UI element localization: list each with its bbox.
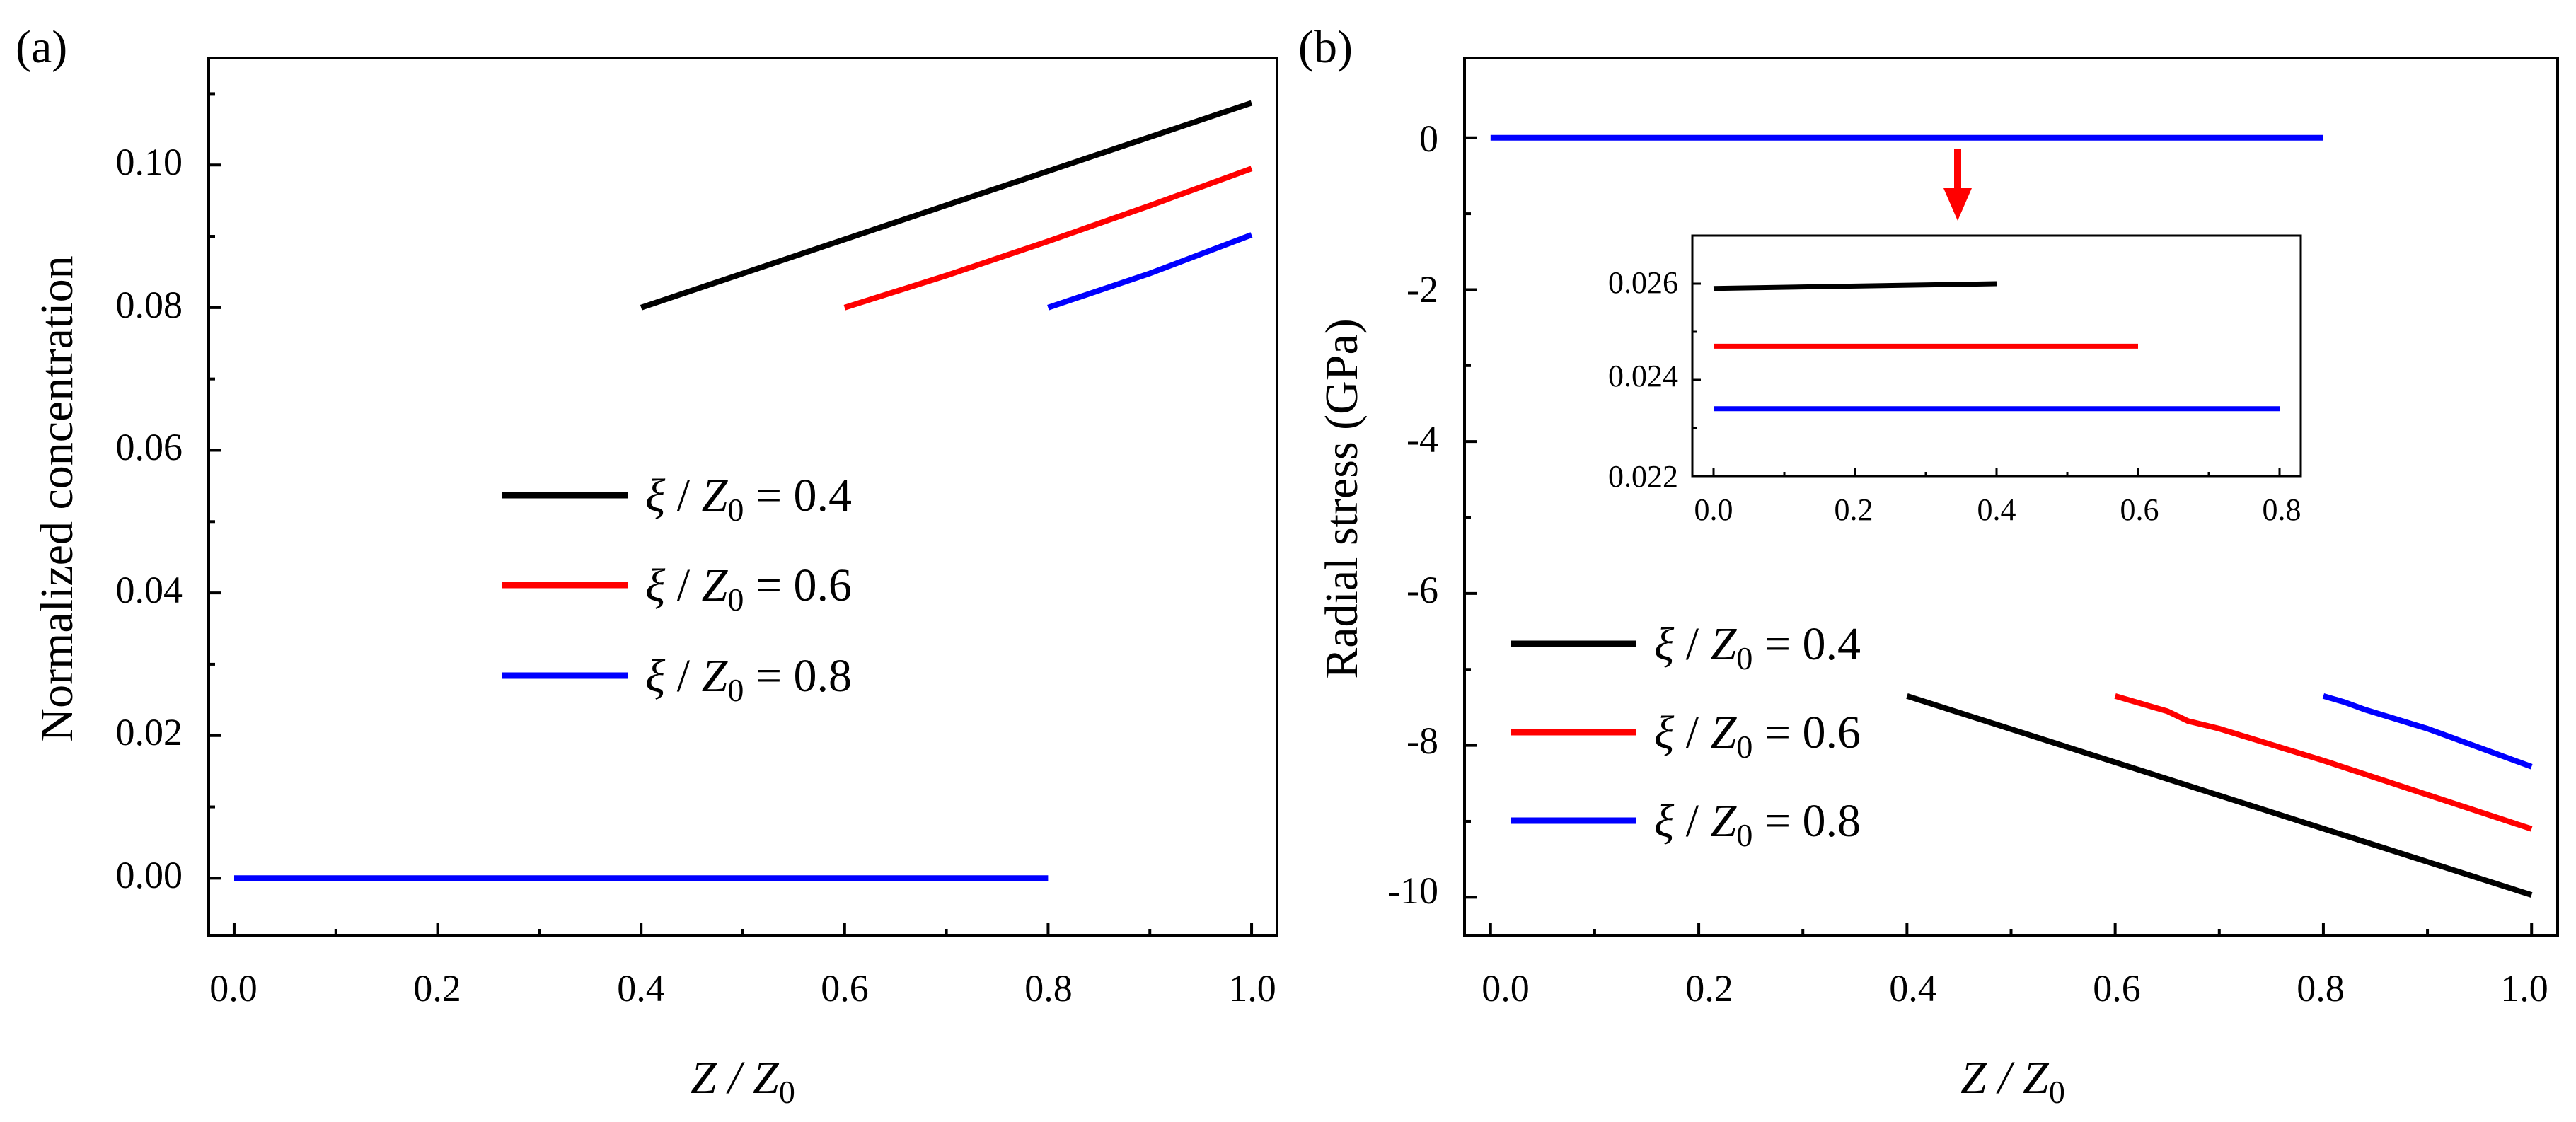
panel-a-series xyxy=(234,100,1253,881)
panel-b-series xyxy=(1490,134,2533,898)
panel-a-label: (a) xyxy=(16,21,67,73)
panel-a-y-tick-labels: 0.00 0.02 0.04 0.06 0.08 0.10 xyxy=(116,141,183,896)
panel-b-arrow xyxy=(1943,149,1972,221)
a-xtick-2: 0.4 xyxy=(617,967,665,1010)
inset-ticks xyxy=(1692,282,2281,478)
a-legend-label-2: ξ / Z0 = 0.8 xyxy=(645,650,852,708)
a-xtick-5: 1.0 xyxy=(1228,967,1276,1010)
panel-b-line-xi-0.6 xyxy=(2114,693,2533,832)
b-xtick-2: 0.4 xyxy=(1889,967,1937,1010)
a-xtick-3: 0.6 xyxy=(821,967,869,1010)
b-legend-label-1: ξ / Z0 = 0.6 xyxy=(1654,707,1861,765)
inset-xtick-4: 0.8 xyxy=(2263,492,2301,527)
red-arrow-head xyxy=(1943,188,1972,221)
panel-b-line-xi-0.4 xyxy=(1906,693,2533,898)
panel-b-y-tick-labels: 0 -2 -4 -6 -8 -10 xyxy=(1387,117,1438,912)
inset-ytick-0: 0.026 xyxy=(1608,265,1678,300)
b-ytick-2: -4 xyxy=(1407,418,1438,461)
b-ytick-4: -8 xyxy=(1407,719,1438,762)
inset-y-tick-labels: 0.026 0.024 0.022 xyxy=(1608,265,1678,494)
a-ytick-0: 0.00 xyxy=(116,854,183,896)
panel-a-line-xi-0.4 xyxy=(640,100,1253,311)
panel-a: (a) 0.0 0.2 0.4 0.6 0.8 1.0 0.00 0.02 0.… xyxy=(16,21,1278,1110)
panel-b-line-xi-0.8 xyxy=(2322,693,2533,770)
a-ytick-4: 0.08 xyxy=(116,284,183,326)
inset-x-tick-labels: 0.0 0.2 0.4 0.6 0.8 xyxy=(1694,492,2301,527)
b-xtick-3: 0.6 xyxy=(2093,967,2141,1010)
panel-b-label: (b) xyxy=(1298,21,1353,73)
panel-a-line-xi-0.6 xyxy=(843,166,1253,311)
b-legend-label-0: ξ / Z0 = 0.4 xyxy=(1654,618,1861,676)
panel-b-x-tick-labels: 0.0 0.2 0.4 0.6 0.8 1.0 xyxy=(1482,967,2548,1010)
inset-xtick-1: 0.2 xyxy=(1835,492,1873,527)
a-ytick-1: 0.02 xyxy=(116,711,183,753)
panel-b-ticks xyxy=(1465,136,2534,935)
panel-b-y-axis-title: Radial stress (GPa) xyxy=(1316,318,1368,679)
inset-ytick-1: 0.024 xyxy=(1608,359,1678,393)
inset-xtick-0: 0.0 xyxy=(1694,492,1733,527)
panel-a-x-axis-title: Z / Z0 xyxy=(691,1052,795,1110)
b-xtick-1: 0.2 xyxy=(1685,967,1733,1010)
b-xtick-4: 0.8 xyxy=(2297,967,2345,1010)
b-legend-label-2: ξ / Z0 = 0.8 xyxy=(1654,795,1861,853)
panel-b-x-axis-title: Z / Z0 xyxy=(1960,1052,2065,1110)
a-xtick-0: 0.0 xyxy=(209,967,258,1010)
inset-plot: 0.0 0.2 0.4 0.6 0.8 0.026 0.024 0.022 xyxy=(1608,234,2302,527)
b-ytick-1: -2 xyxy=(1407,268,1438,311)
inset-frame xyxy=(1691,234,2302,478)
b-ytick-3: -6 xyxy=(1407,569,1438,611)
panel-a-ticks xyxy=(209,92,1254,935)
panel-a-x-tick-labels: 0.0 0.2 0.4 0.6 0.8 1.0 xyxy=(209,967,1276,1010)
b-xtick-5: 1.0 xyxy=(2500,967,2548,1010)
inset-xtick-3: 0.6 xyxy=(2120,492,2159,527)
inset-xtick-2: 0.4 xyxy=(1977,492,2016,527)
a-ytick-5: 0.10 xyxy=(116,141,183,183)
panel-b: (b) 0.0 0.2 0.4 0.6 0.8 1.0 0 -2 -4 -6 -… xyxy=(1298,21,2559,1110)
panel-a-line-xi-0.8 xyxy=(1047,232,1253,311)
a-ytick-3: 0.06 xyxy=(116,426,183,468)
b-ytick-0: 0 xyxy=(1419,117,1438,160)
a-xtick-4: 0.8 xyxy=(1024,967,1073,1010)
b-xtick-0: 0.0 xyxy=(1482,967,1530,1010)
a-legend-label-0: ξ / Z0 = 0.4 xyxy=(645,470,852,528)
a-ytick-2: 0.04 xyxy=(116,569,183,611)
a-xtick-1: 0.2 xyxy=(413,967,461,1010)
panel-b-legend: ξ / Z0 = 0.4 ξ / Z0 = 0.6 ξ / Z0 = 0.8 xyxy=(1511,618,1861,853)
inset-ytick-2: 0.022 xyxy=(1608,459,1678,494)
panel-a-legend: ξ / Z0 = 0.4 ξ / Z0 = 0.6 ξ / Z0 = 0.8 xyxy=(502,470,852,708)
b-ytick-5: -10 xyxy=(1387,869,1438,912)
inset-line-xi-0.4 xyxy=(1713,281,1997,291)
a-legend-label-1: ξ / Z0 = 0.6 xyxy=(645,560,852,618)
panel-a-y-axis-title: Normalized concentration xyxy=(31,255,83,741)
